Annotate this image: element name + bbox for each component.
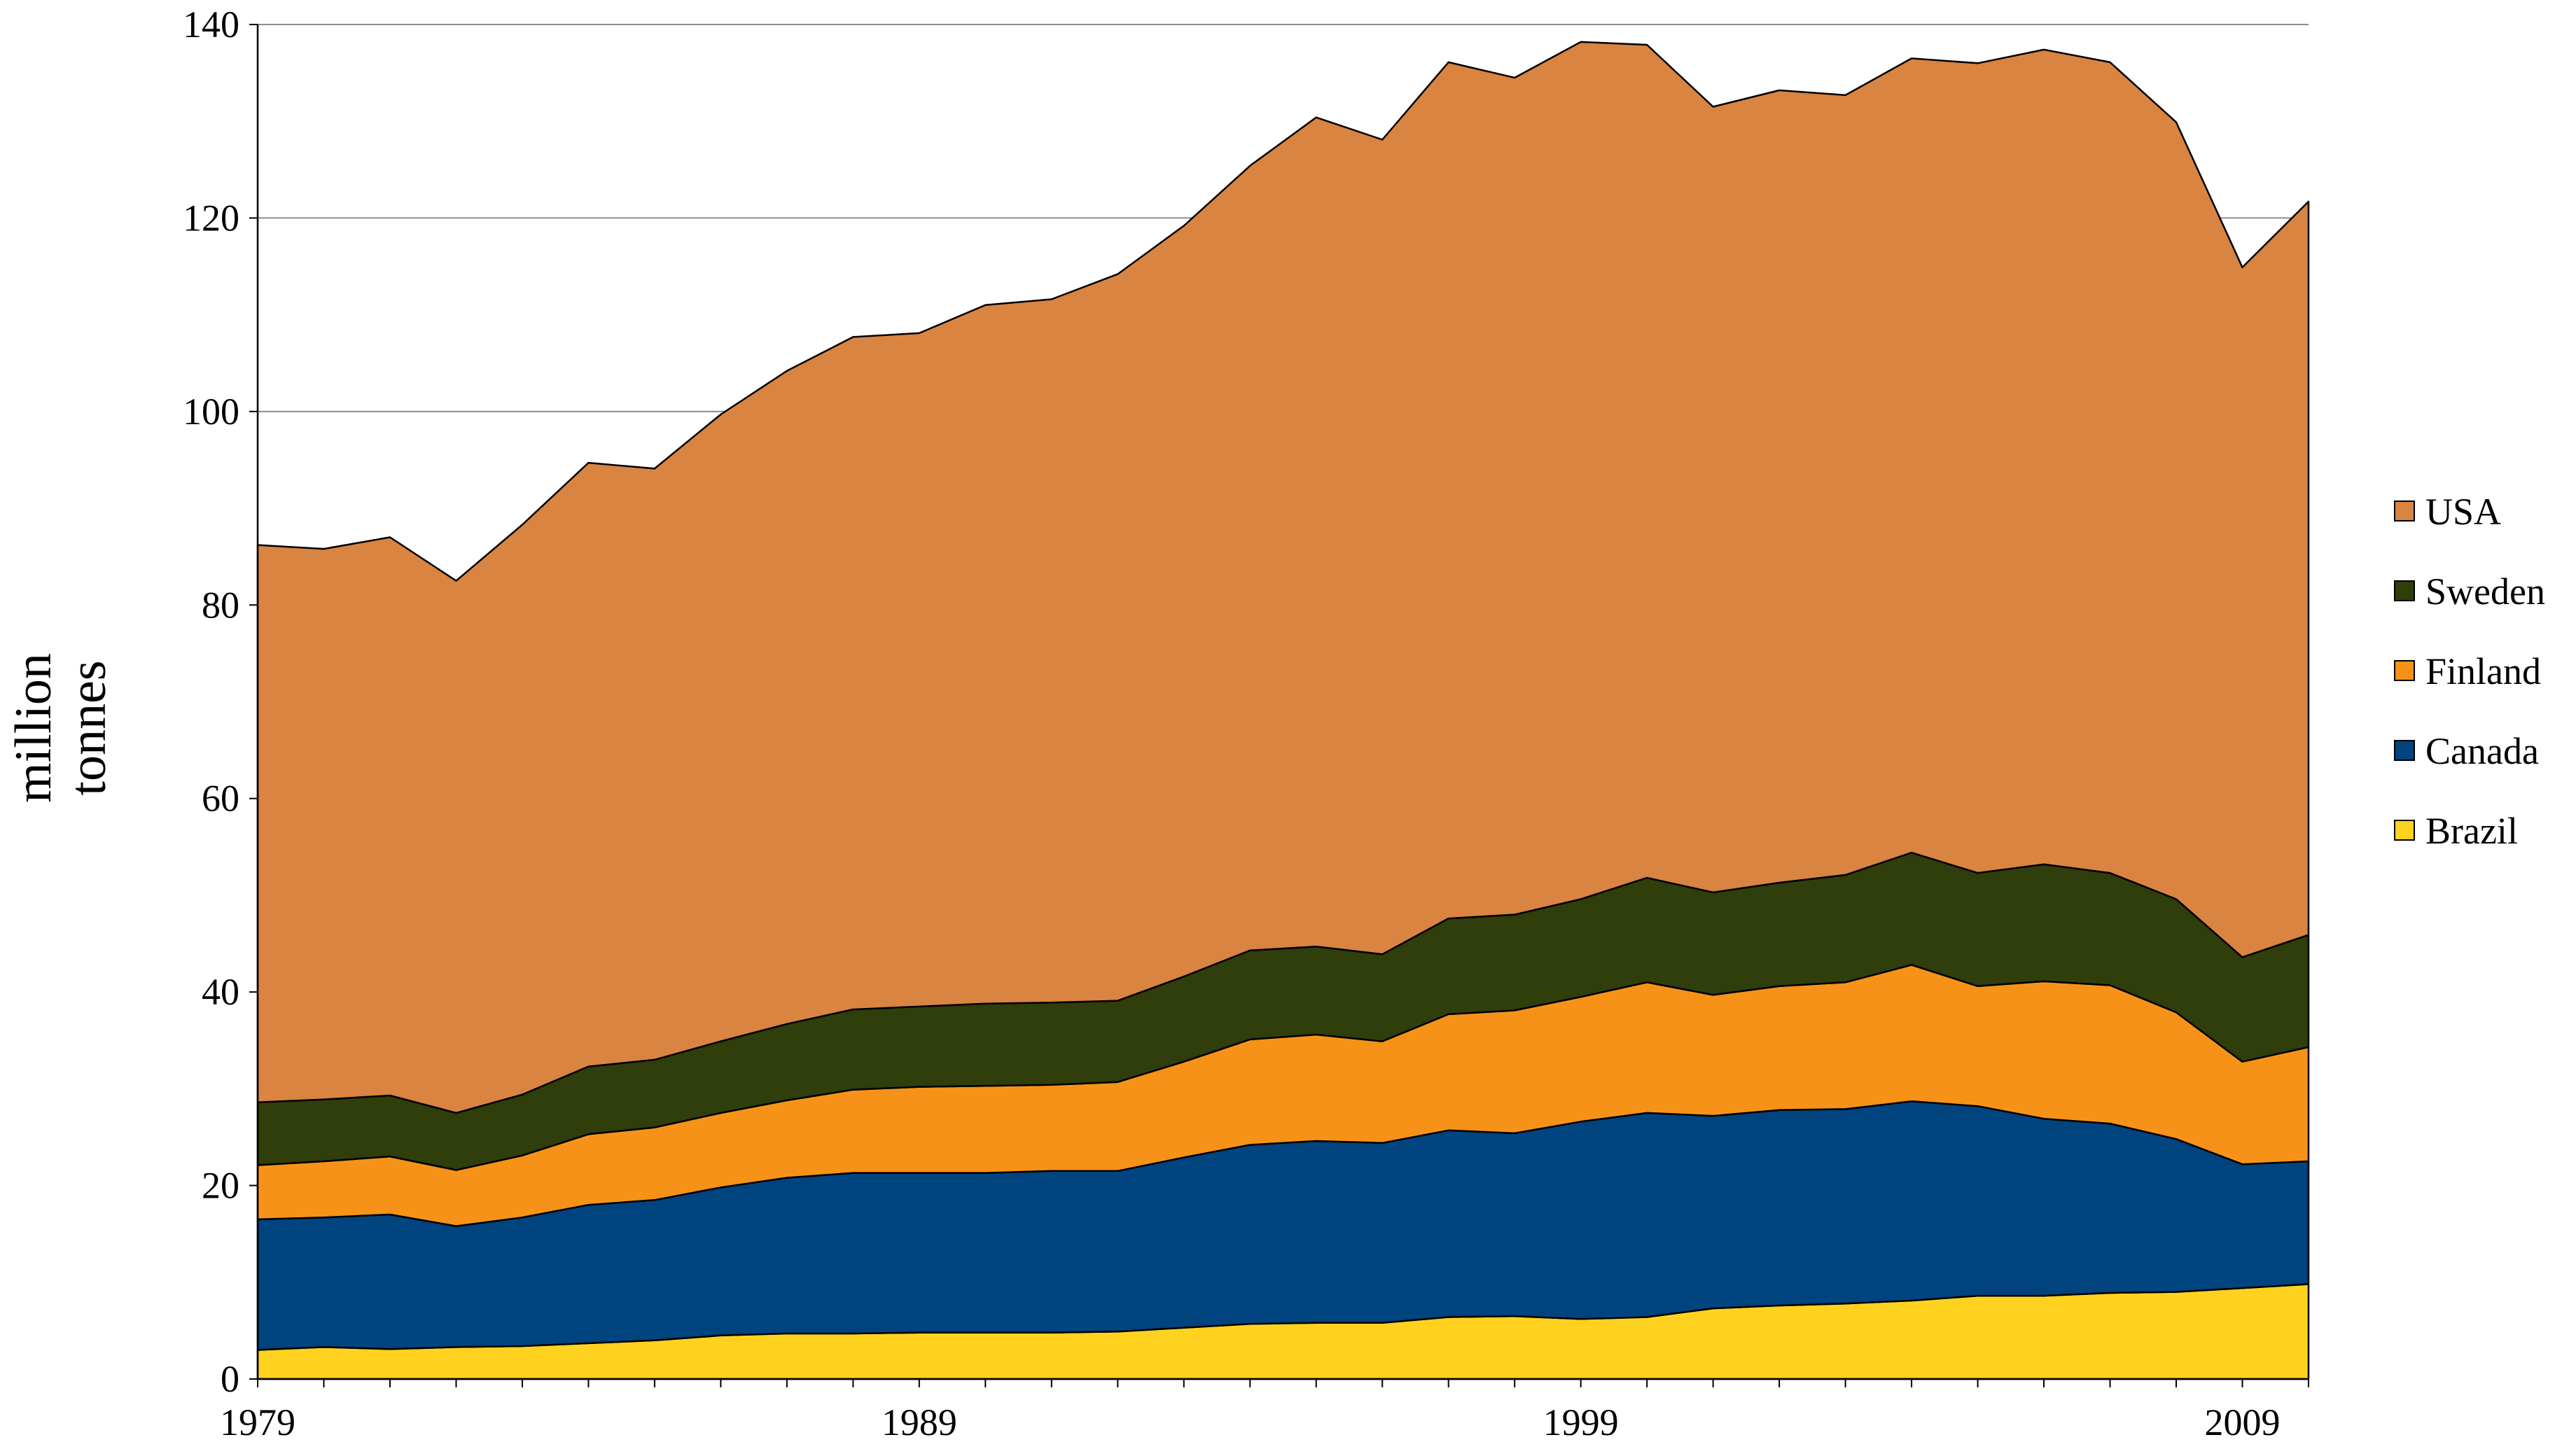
legend-label-finland: Finland bbox=[2425, 650, 2541, 692]
y-axis-label-line-1: million bbox=[5, 653, 62, 803]
legend-swatch-usa bbox=[2394, 500, 2415, 522]
y-tick-label: 100 bbox=[183, 391, 239, 433]
y-tick-label: 140 bbox=[183, 4, 239, 46]
y-tick-label: 80 bbox=[202, 584, 239, 626]
x-tick-label: 1989 bbox=[882, 1401, 957, 1443]
legend-swatch-canada bbox=[2394, 740, 2415, 761]
legend-swatch-sweden bbox=[2394, 580, 2415, 601]
legend-label-brazil: Brazil bbox=[2425, 810, 2518, 852]
y-axis-label: million tonnes bbox=[5, 653, 117, 803]
legend-swatch-brazil bbox=[2394, 820, 2415, 841]
legend-label-usa: USA bbox=[2425, 491, 2501, 533]
y-tick-label: 60 bbox=[202, 778, 239, 820]
y-tick-label: 20 bbox=[202, 1165, 239, 1207]
area-series bbox=[256, 41, 2310, 1380]
legend-swatch-finland bbox=[2394, 660, 2415, 681]
y-tick-label: 0 bbox=[221, 1358, 239, 1400]
legend-label-sweden: Sweden bbox=[2425, 570, 2545, 612]
legend-label-canada: Canada bbox=[2425, 730, 2539, 772]
x-tick-label: 2009 bbox=[2205, 1401, 2281, 1443]
axes: 0 20 40 60 80 100 120 140 1979 1989 1999 2009 bbox=[183, 4, 2309, 1443]
y-tick-label: 120 bbox=[183, 197, 239, 239]
area-series-usa bbox=[256, 41, 2310, 1114]
y-axis-label-line-2: tonnes bbox=[60, 660, 117, 795]
legend: USA Sweden Finland Canada Brazil bbox=[2394, 491, 2545, 852]
x-tick-label: 1979 bbox=[220, 1401, 295, 1443]
x-tick-label: 1999 bbox=[1543, 1401, 1619, 1443]
y-tick-label: 40 bbox=[202, 971, 239, 1013]
